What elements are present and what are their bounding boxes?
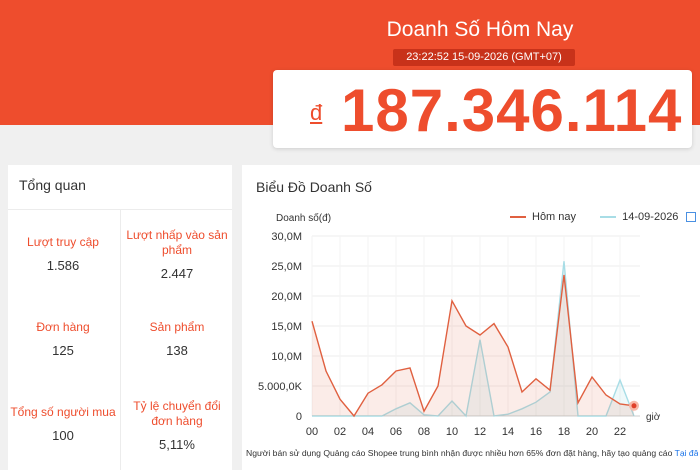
y-tick-label: 25,0M [271,261,302,273]
metric-orders[interactable]: Đơn hàng 125 [8,320,118,358]
legend-swatch-today [510,216,526,219]
current-point [631,403,637,409]
x-tick-label: 18 [558,426,570,438]
y-tick-label: 15,0M [271,321,302,333]
y-tick-label: 20,0M [271,291,302,303]
metric-label: Lượt nhấp vào sản phẩm [126,228,228,257]
x-tick-label: 06 [390,426,402,438]
sales-line-chart: 0 5.000,0K 10,0M 15,0M 20,0M 25,0M 30,0M 00 02 04… [258,231,661,438]
footnote-text: Người bán sử dụng Quảng cáo Shopee trung… [246,448,673,458]
y-tick-label: 0 [296,411,302,423]
x-tick-label: 22 [614,426,626,438]
y-tick-label: 10,0M [271,351,302,363]
metric-product-clicks[interactable]: Lượt nhấp vào sản phẩm 2.447 [122,228,232,281]
metric-value: 125 [52,343,74,358]
metric-buyers[interactable]: Tổng số người mua 100 [8,405,118,443]
overview-panel: Tổng quan Lượt truy cập 1.586 Lượt nhấp … [8,165,232,470]
x-tick-label: 00 [306,426,318,438]
sales-amount: 187.346.114 [341,77,683,144]
legend-today[interactable]: Hôm nay [532,211,577,224]
x-tick-label: 08 [418,426,430,438]
x-tick-label: 02 [334,426,346,438]
metric-label: Tổng số người mua [10,405,116,419]
metric-label: Lượt truy cập [27,235,99,249]
sales-amount-card: đ 187.346.114 [273,70,692,148]
series-line-1 [312,261,635,418]
y-tick-label: 5.000,0K [258,381,303,393]
metric-visits[interactable]: Lượt truy cập 1.586 [8,235,118,273]
metric-label: Sản phẩm [149,320,205,334]
x-tick-label: 14 [502,426,514,438]
x-tick-label: 10 [446,426,458,438]
divider [120,209,121,470]
metric-value: 100 [52,428,74,443]
x-tick-label: 16 [530,426,542,438]
calendar-icon[interactable] [685,212,696,223]
ads-footnote: Người bán sử dụng Quảng cáo Shopee trung… [246,448,698,458]
sales-chart-panel: Biểu Đồ Doanh Số Doanh số(đ) Hôm nay 14-… [242,165,700,470]
legend-yesterday[interactable]: 14-09-2026 [622,211,679,224]
chart-title: Biểu Đồ Doanh Số [256,179,372,195]
series-line-0 [311,274,635,418]
x-tick-label: 12 [474,426,486,438]
metric-value: 138 [166,343,188,358]
x-tick-label: 04 [362,426,374,438]
series-area-1 [312,261,634,416]
x-axis-label: giờ [646,412,661,423]
metric-value: 1.586 [46,258,80,273]
series-area-0 [312,275,634,416]
legend-swatch-yesterday [600,216,617,219]
metric-label: Tỷ lệ chuyển đổi đơn hàng [133,399,221,428]
currency-symbol: đ [310,100,323,125]
metric-value: 2.447 [160,266,194,281]
timestamp-badge: 23:22:52 15-09-2026 (GMT+07) [393,49,575,66]
x-tick-label: 20 [586,426,598,438]
ads-link[interactable]: Tại đây [674,448,698,458]
y-axis-label: Doanh số(đ) [276,213,332,224]
y-tick-label: 30,0M [271,231,302,243]
chart-legend: Hôm nay 14-09-2026 [510,211,696,223]
metric-products[interactable]: Sản phẩm 138 [122,320,232,358]
metric-conversion-rate[interactable]: Tỷ lệ chuyển đổi đơn hàng 5,11% [122,399,232,452]
page-title: Doanh Số Hôm Nay [386,18,574,41]
metric-label: Đơn hàng [36,320,90,334]
metric-value: 5,11% [159,437,195,452]
overview-title: Tổng quan [19,177,86,193]
